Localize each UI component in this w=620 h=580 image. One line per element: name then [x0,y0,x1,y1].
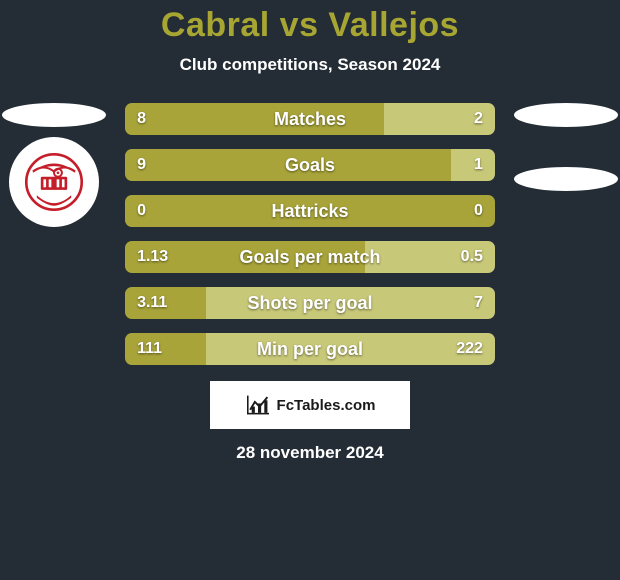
attribution-text: FcTables.com [277,397,376,414]
bar-left-segment [125,241,365,273]
club-crest-icon: G [21,149,87,215]
stat-bar: 00Hattricks [125,195,495,227]
stat-bar: 111222Min per goal [125,333,495,365]
svg-text:G: G [49,191,58,205]
page-title: Cabral vs Vallejos [0,6,620,45]
date-line: 28 november 2024 [0,443,620,463]
comparison-infographic: Cabral vs Vallejos Club competitions, Se… [0,0,620,580]
bar-left-segment [125,103,384,135]
bar-left-segment [125,333,206,365]
bar-left-segment [125,149,450,181]
bar-right-segment [206,287,494,319]
stat-bar: 3.117Shots per goal [125,287,495,319]
attribution-box: FcTables.com [210,381,410,429]
chart-icon [245,394,271,416]
stat-bar: 91Goals [125,149,495,181]
right-name-ellipse [514,103,618,127]
right-club-ellipse [514,167,618,191]
bar-right-segment [206,333,494,365]
bar-right-segment [384,103,495,135]
stat-bar: 1.130.5Goals per match [125,241,495,273]
left-club-logo: G [9,137,99,227]
bar-left-segment [125,287,206,319]
page-subtitle: Club competitions, Season 2024 [0,55,620,75]
main-row: G 82Matches 91Goals 00Hattricks 1.130.5Goal… [0,103,620,365]
bar-right-segment [365,241,494,273]
bar-right-segment [451,149,495,181]
left-side-column: G [0,103,107,227]
stat-bar: 82Matches [125,103,495,135]
bar-left-segment [125,195,495,227]
left-name-ellipse [2,103,106,127]
right-side-column [513,103,620,191]
bars-container: 82Matches 91Goals 00Hattricks 1.130.5Goals … [125,103,495,365]
